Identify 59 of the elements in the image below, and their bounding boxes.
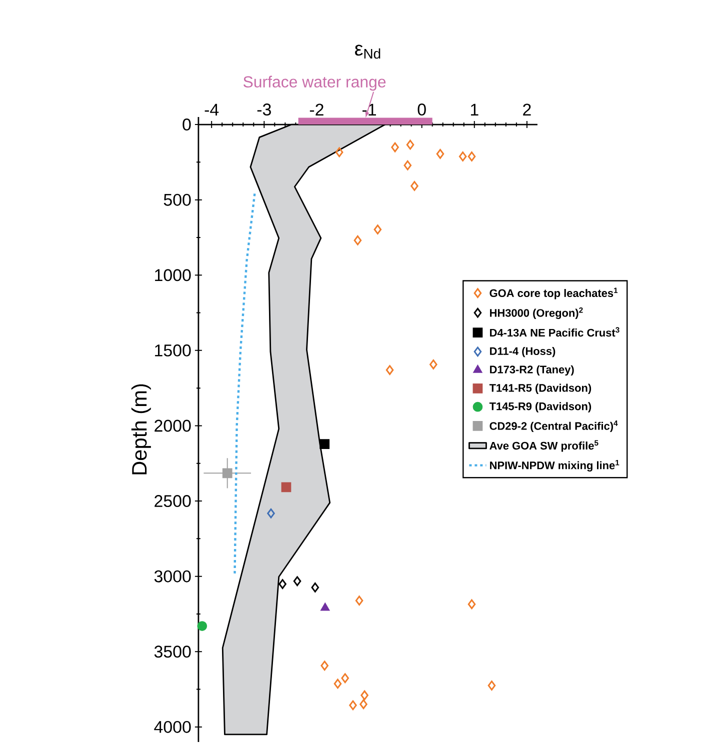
point	[354, 235, 362, 246]
point	[359, 699, 368, 710]
point	[340, 673, 349, 684]
point	[429, 360, 438, 370]
point	[293, 576, 301, 586]
y-tick-label: 2500	[154, 495, 191, 508]
y-axis-title: Depth (m)	[131, 384, 151, 474]
point	[374, 224, 382, 234]
x-tick-label: -2	[310, 104, 324, 116]
y-tick-label: 4000	[154, 720, 191, 733]
legend-label: HH3000 (Oregon)$^{2}$	[490, 307, 583, 320]
line-series	[233, 192, 256, 576]
legend-label: CD29-2 (Central Pacific)$^{4}$	[490, 420, 618, 432]
point	[436, 148, 444, 159]
point	[281, 482, 291, 492]
legend-label: D173-R2 (Taney)	[490, 365, 574, 376]
point	[311, 582, 319, 592]
legend-label: GOA core top leachates$^{1}$	[490, 288, 618, 300]
legend-label: D11-4 (Hoss)	[490, 346, 555, 358]
point	[404, 160, 412, 170]
legend-label: D4-13A NE Pacific Crust$^{3}$	[490, 327, 620, 337]
point	[390, 142, 399, 152]
y-tick-label: 1000	[154, 269, 191, 282]
point	[488, 680, 496, 690]
point	[320, 603, 330, 611]
point	[222, 468, 232, 478]
x-axis-title: ε$_{Nd}$	[354, 44, 380, 59]
y-tick-label: 3000	[154, 570, 191, 582]
y-tick-label: 3500	[154, 646, 191, 658]
point	[410, 181, 418, 191]
x-tick-label: 0	[418, 104, 426, 116]
y-tick-label: 1500	[154, 344, 191, 356]
point	[458, 152, 466, 162]
point	[196, 621, 207, 631]
point	[320, 660, 328, 671]
annotation: Surface water range	[243, 76, 386, 91]
y-tick-label: 2000	[154, 420, 191, 432]
point	[406, 140, 414, 150]
point	[468, 152, 476, 162]
point	[355, 596, 363, 606]
point	[386, 365, 394, 375]
point	[335, 147, 343, 158]
legend-label: T145-R9 (Davidson)	[489, 402, 591, 412]
legend-label: T141-R5 (Davidson)	[489, 384, 591, 394]
x-tick-label: 1	[470, 104, 478, 116]
point	[334, 678, 342, 689]
point	[360, 690, 368, 700]
point	[266, 508, 275, 518]
point	[468, 599, 476, 610]
point	[319, 439, 330, 450]
x-tick-label: -3	[257, 104, 271, 116]
legend-label: Ave GOA SW profile$^{5}$	[489, 440, 598, 452]
x-tick-label: 2	[522, 104, 531, 116]
legend-label: NPIW-NPDW mixing line$^{1}$	[490, 460, 619, 472]
point	[278, 579, 286, 589]
point	[348, 700, 357, 710]
y-tick-label: 0	[182, 118, 191, 131]
y-tick-label: 500	[164, 194, 191, 206]
x-tick-label: -4	[204, 104, 218, 116]
